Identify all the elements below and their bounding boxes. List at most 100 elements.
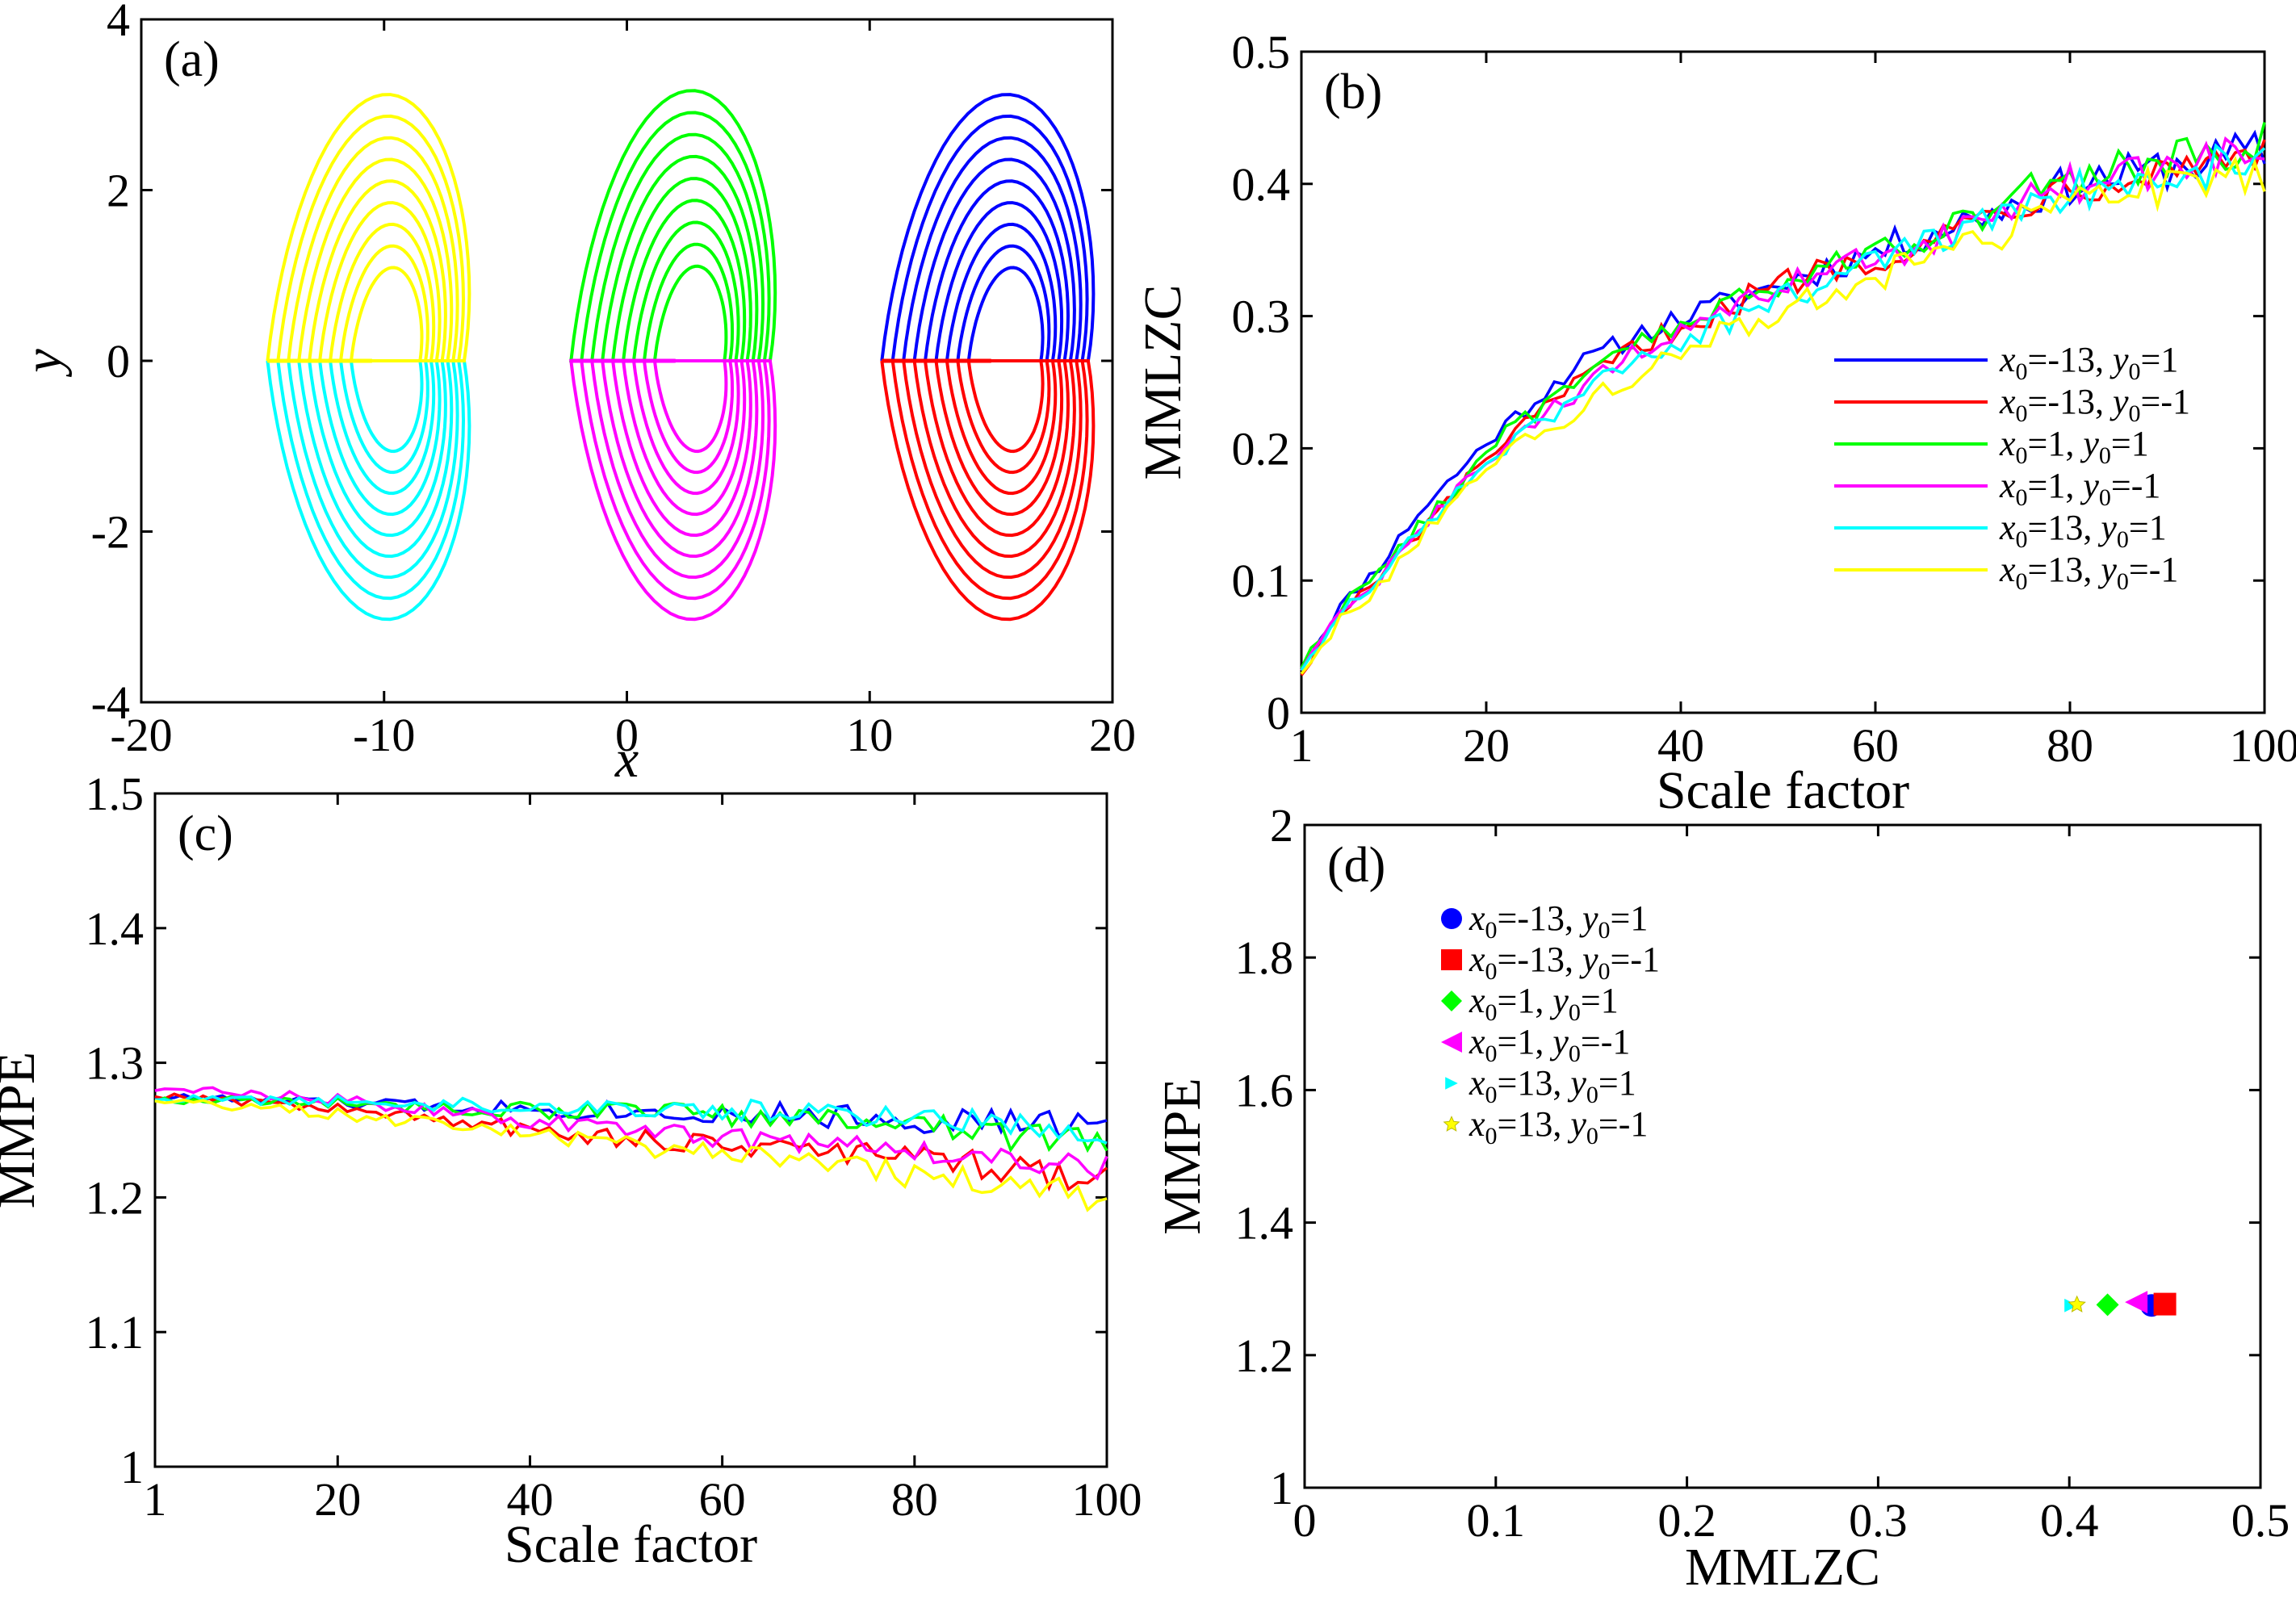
y-tick-label: -2 <box>91 506 130 559</box>
attractor-loop <box>571 359 735 475</box>
attractor-loop <box>571 359 752 538</box>
x-axis-label: Scale factor <box>505 1515 757 1574</box>
attractor-loop <box>882 222 1058 362</box>
panel-d: 0 0.1 0.2 0.3 0.4 0.5 1 1.2 1.4 1.6 1.8 2 MMLZC MMPE (… <box>1153 799 2290 1597</box>
x-tick-label: 40 <box>506 1473 553 1526</box>
legend-marker <box>1445 1077 1458 1090</box>
attractor-loop <box>267 359 442 517</box>
y-tick-label: 0.3 <box>1232 291 1291 343</box>
x-tick-label: 20 <box>1089 709 1136 761</box>
y-tick-label: 1.2 <box>1235 1329 1294 1382</box>
y-tick-label: 1.2 <box>86 1171 145 1224</box>
attractor-loop <box>267 359 424 454</box>
attractor-1 <box>880 93 1096 363</box>
y-tick-label: 1.1 <box>86 1306 145 1359</box>
y-tick-label: 1.5 <box>86 768 145 820</box>
attractor-5 <box>266 358 471 622</box>
x-axis-label: x <box>614 730 639 789</box>
y-tick-label: 1 <box>120 1441 144 1493</box>
attractor-loop <box>267 359 459 580</box>
attractor-loop <box>571 359 771 601</box>
x-tick-label: 1 <box>144 1473 167 1526</box>
x-tick-label: 60 <box>1852 719 1899 772</box>
attractor-loop <box>266 359 471 622</box>
x-tick-label: 1 <box>1290 719 1313 772</box>
series-line-5 <box>1300 143 2266 672</box>
y-axis-label: MMLZC <box>1133 284 1192 479</box>
y-tick-label: 1 <box>1270 1462 1293 1514</box>
series-line-6 <box>1300 156 2266 675</box>
attractor-loop <box>882 359 1051 475</box>
y-tick-label: 0 <box>1267 687 1290 739</box>
attractor-loop <box>882 359 1045 454</box>
attractor-loop <box>571 177 752 362</box>
legend-label: x0=-13, y0=-1 <box>1999 382 2190 427</box>
legend-label: x0=1, y0=-1 <box>1469 1022 1630 1067</box>
legend-label: x0=13, y0=-1 <box>1469 1104 1648 1149</box>
attractor-loop <box>571 199 747 362</box>
attractor-loop <box>571 242 735 362</box>
plot-frame <box>153 792 1108 1468</box>
attractor-loop <box>571 359 740 496</box>
legend-marker <box>1441 990 1462 1011</box>
legend-marker <box>1443 1116 1460 1132</box>
attractor-loop <box>267 179 447 362</box>
x-tick-label: 0.3 <box>1849 1494 1908 1547</box>
attractor-loop <box>882 266 1045 362</box>
attractor-3 <box>569 89 777 363</box>
attractor-2 <box>880 358 1096 622</box>
attractor-4 <box>569 358 777 622</box>
y-tick-label: -4 <box>91 676 130 729</box>
attractor-loop <box>882 136 1083 362</box>
y-axis-label: MMPE <box>0 1052 46 1208</box>
legend-marker <box>1441 908 1462 929</box>
y-tick-label: 0 <box>107 335 130 387</box>
plot-frame <box>1303 823 2262 1489</box>
attractor-loop <box>882 359 1083 580</box>
panel-b: 1 20 40 60 80 100 0 0.1 0.2 0.3 0.4 0.5 Scale factor… <box>1133 26 2296 820</box>
attractor-loop <box>571 111 771 362</box>
attractor-loop <box>267 359 447 538</box>
attractor-loop <box>882 114 1089 362</box>
x-tick-label: -10 <box>353 709 415 761</box>
x-tick-label: 0 <box>1293 1494 1317 1547</box>
legend-label: x0=-13, y0=1 <box>1469 898 1648 944</box>
legend-label: x0=-13, y0=-1 <box>1469 940 1660 985</box>
x-tick-label: 100 <box>2230 719 2296 772</box>
y-tick-label: 0.4 <box>1232 158 1291 211</box>
scatter-point-3 <box>2096 1293 2119 1317</box>
x-tick-label: 0 <box>615 709 639 761</box>
attractor-loop <box>880 359 1096 622</box>
y-tick-label: 1.3 <box>86 1037 145 1090</box>
attractor-loop <box>882 359 1076 559</box>
x-tick-label: 0.1 <box>1467 1494 1526 1547</box>
panel-label: (b) <box>1324 65 1382 119</box>
attractor-loop <box>267 222 436 362</box>
x-tick-label: 20 <box>1463 719 1510 772</box>
attractor-loop <box>571 132 765 362</box>
x-tick-label: 20 <box>314 1473 361 1526</box>
attractor-loop <box>882 359 1089 601</box>
attractor-loop <box>571 154 759 362</box>
attractor-loop <box>882 359 1070 538</box>
attractor-loop <box>267 359 454 559</box>
legend-label: x0=13, y0=1 <box>1999 508 2167 553</box>
x-tick-label: 0.2 <box>1657 1494 1716 1547</box>
panel-c: 1 20 40 60 80 100 1 1.1 1.2 1.3 1.4 1.5 Scale factor… <box>0 768 1142 1574</box>
attractor-loop <box>267 266 424 362</box>
x-tick-label: 60 <box>699 1473 746 1526</box>
attractor-loop <box>569 89 777 362</box>
attractor-loop <box>882 244 1051 362</box>
x-tick-label: 80 <box>891 1473 938 1526</box>
panel-label: (c) <box>178 806 233 861</box>
attractor-loop <box>267 244 429 362</box>
attractor-loop <box>882 179 1070 362</box>
legend-marker <box>1441 949 1462 970</box>
attractor-loop <box>571 220 740 362</box>
y-axis-label: MMPE <box>1153 1078 1212 1234</box>
y-tick-label: 1.4 <box>1235 1197 1294 1250</box>
y-tick-label: 1.8 <box>1235 932 1294 984</box>
attractor-loop <box>267 201 442 362</box>
